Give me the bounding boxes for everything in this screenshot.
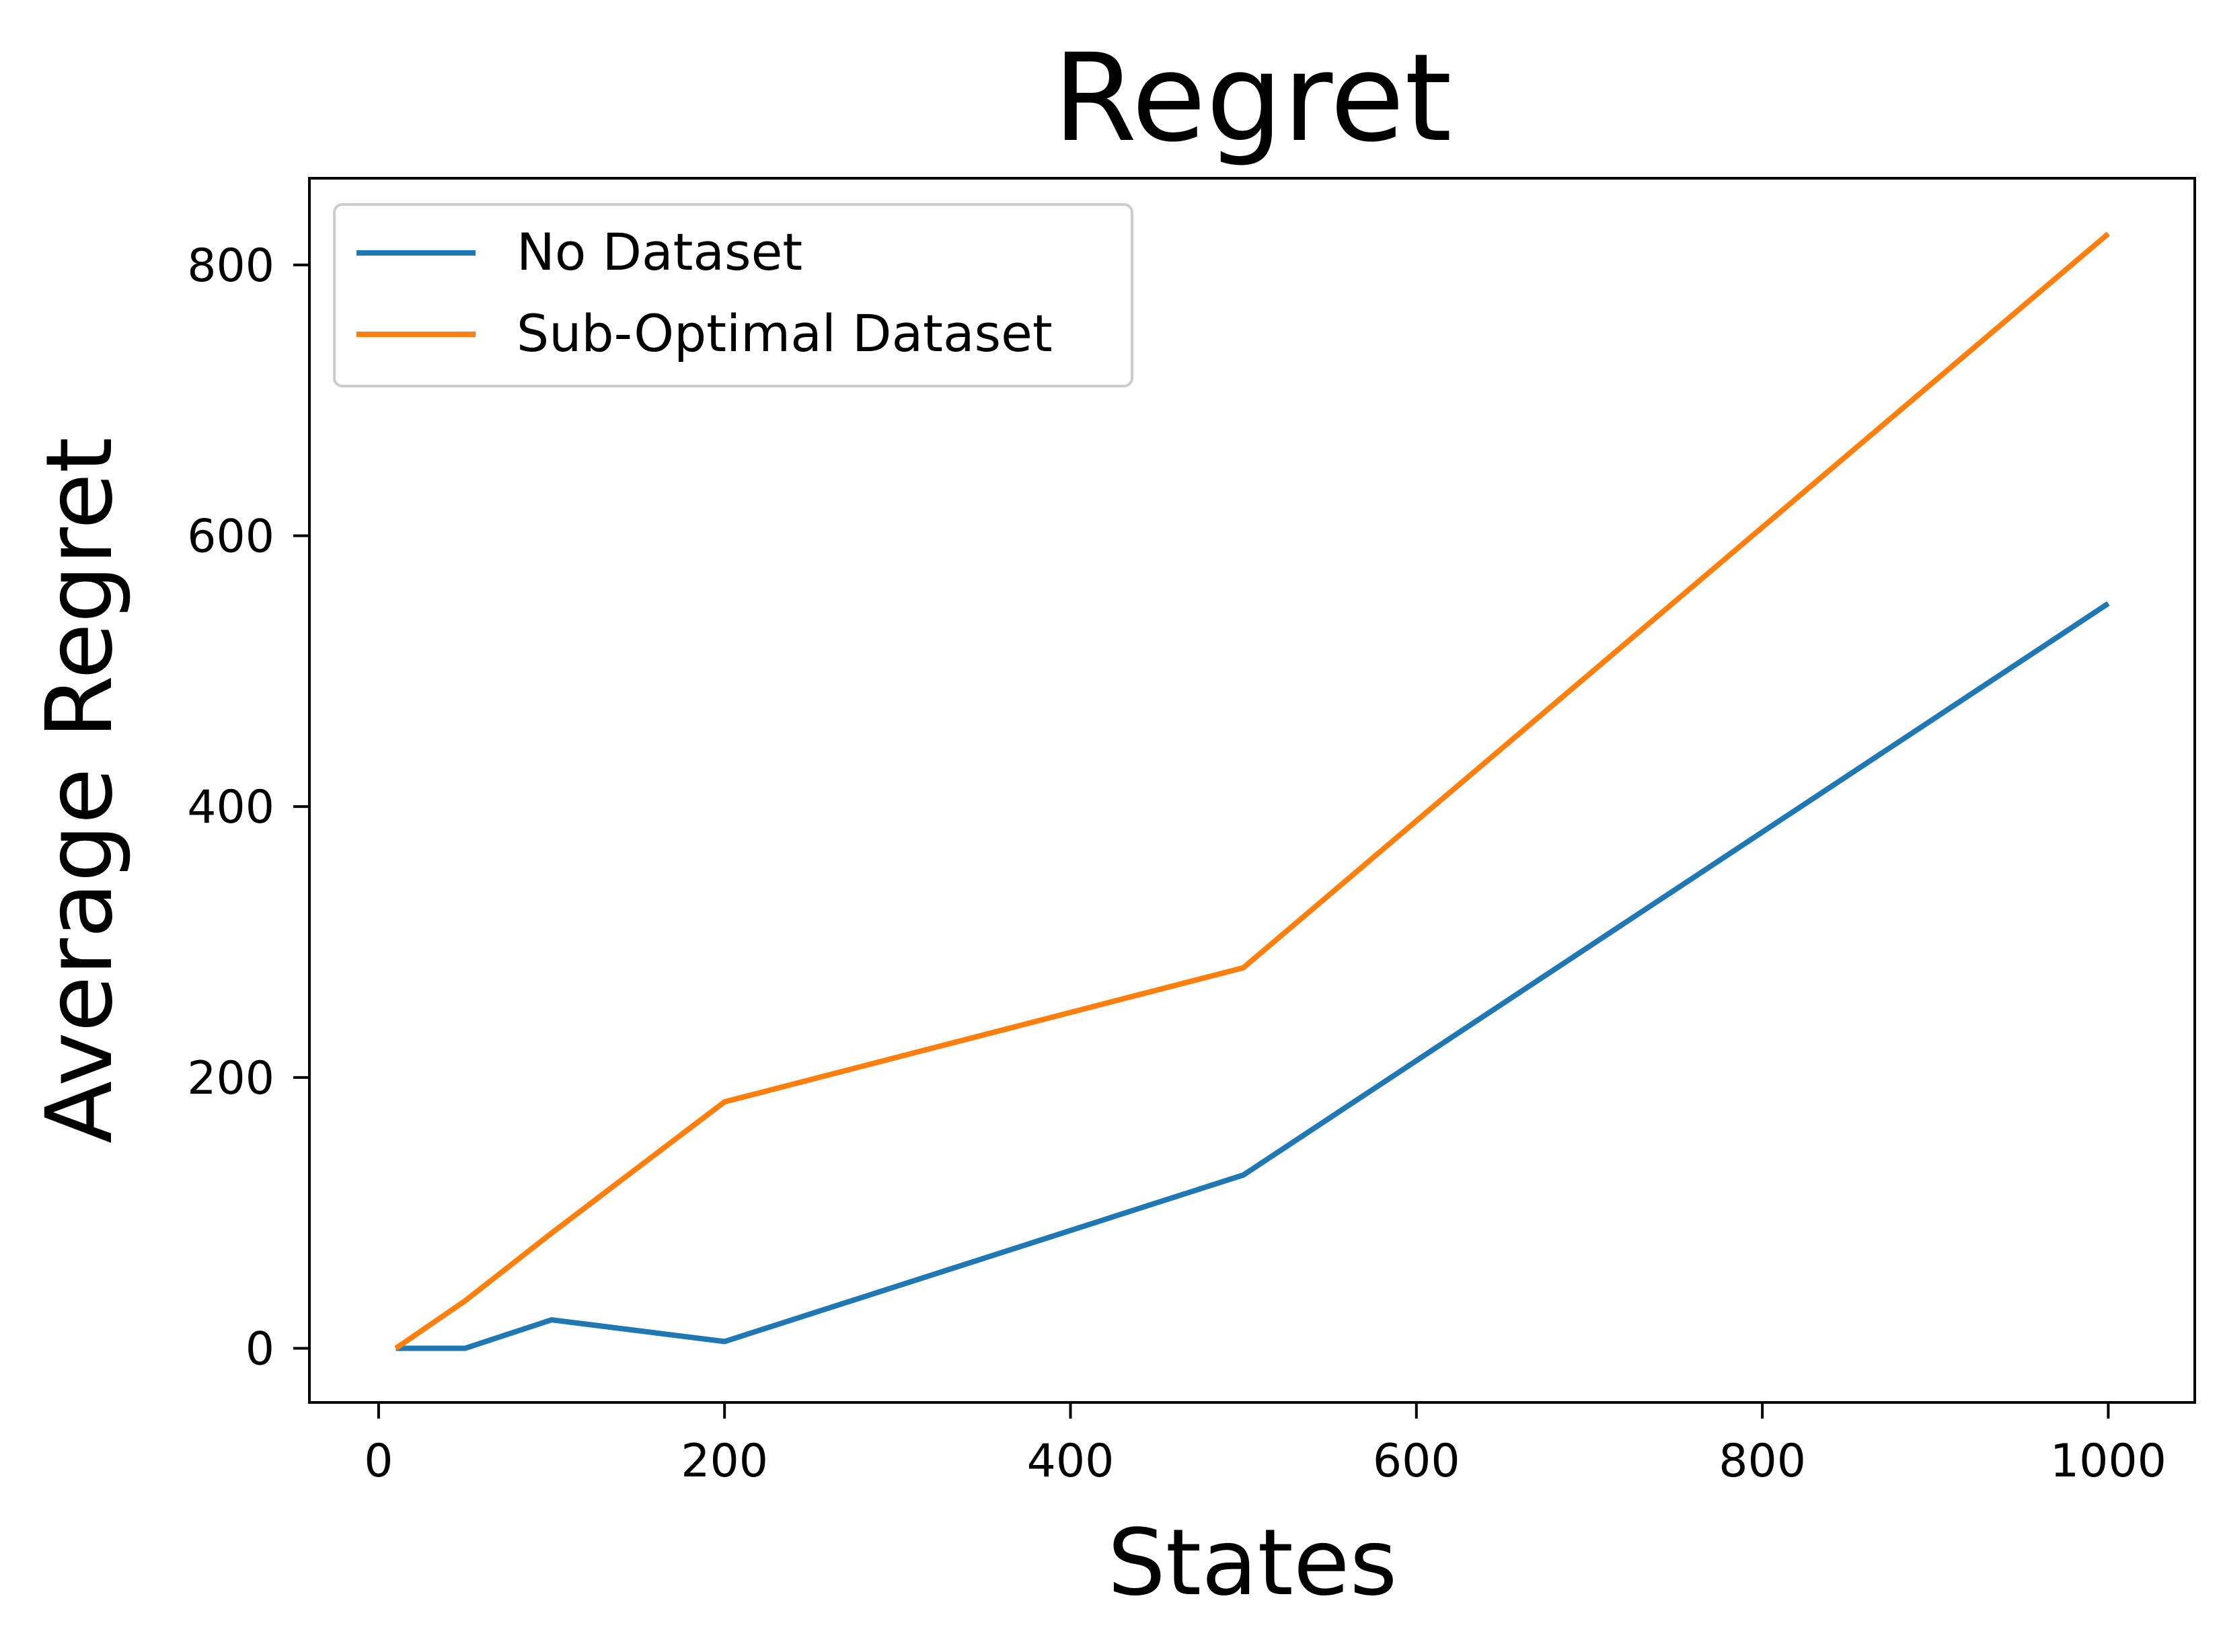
series-layer [394,231,2110,1351]
legend-box [333,203,1133,387]
x-tick-label: 600 [1373,1435,1460,1488]
chart-title: Regret [1053,28,1452,169]
data-point-sub-optimal-dataset-1000 [2107,233,2109,234]
x-axis-ticks: 0 200 400 600 800 1000 [364,1402,2167,1488]
y-tick-label: 800 [187,239,274,293]
series-line-sub-optimal-dataset [394,231,2110,1351]
y-axis-label: Average Regret [27,437,133,1143]
data-point-no-dataset-200 [724,1341,725,1342]
y-tick-label: 600 [187,511,274,564]
data-point-sub-optimal-dataset-500 [1243,967,1244,969]
y-axis-ticks: 0 200 400 600 800 [187,239,309,1376]
x-tick-label: 400 [1027,1435,1115,1488]
x-tick-label: 0 [364,1435,393,1488]
x-tick-label: 800 [1719,1435,1806,1488]
x-tick-label: 200 [681,1435,768,1488]
data-point-no-dataset-1000 [2107,603,2109,604]
y-tick-label: 400 [187,781,274,834]
y-tick-label: 0 [246,1322,274,1376]
x-tick-label: 1000 [2050,1435,2167,1488]
legend-label-sub-optimal-dataset: Sub-Optimal Dataset [517,303,1053,363]
legend-label-no-dataset: No Dataset [517,222,802,282]
y-tick-label: 200 [187,1052,274,1105]
plot-frame [308,177,2196,1404]
data-point-sub-optimal-dataset-10 [395,1348,397,1349]
data-point-no-dataset-500 [1243,1174,1244,1176]
x-axis-label: States [1108,1510,1398,1616]
series-line-no-dataset [395,601,2110,1351]
legend: No Dataset Sub-Optimal Dataset [333,203,1133,387]
